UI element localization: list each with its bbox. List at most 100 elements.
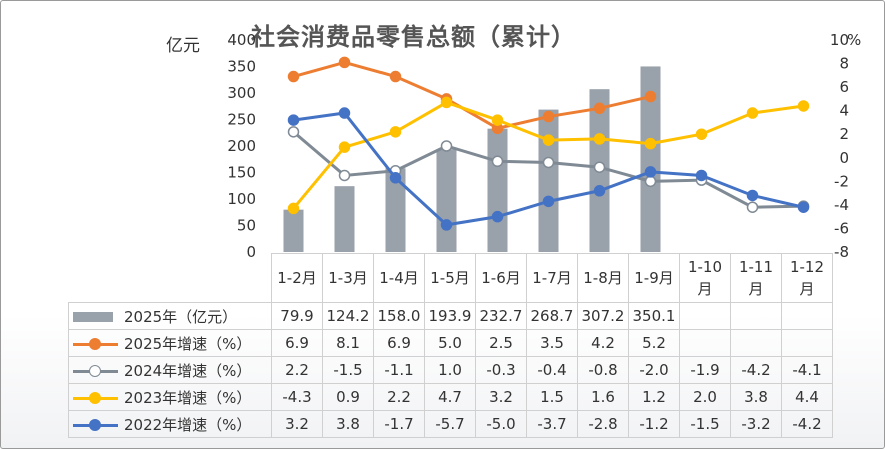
legend-label: 2023年增速（%）	[124, 388, 252, 407]
data-point	[593, 133, 606, 145]
data-label: -3.2	[730, 410, 782, 438]
data-label: 3.2	[475, 383, 527, 411]
right-tick-label: 6	[839, 78, 849, 96]
category-label: 1-8月	[577, 253, 629, 303]
data-label: 1.2	[628, 383, 680, 411]
data-label	[730, 302, 782, 330]
data-point	[287, 202, 300, 215]
data-point	[542, 156, 555, 169]
data-label: 4.2	[577, 329, 629, 357]
data-label: -2.0	[628, 356, 680, 384]
right-tick-label: -2	[834, 172, 849, 190]
data-label: 79.9	[271, 302, 323, 330]
legend-key-icon	[73, 364, 118, 378]
table-row: 2024年增速（%） 2.2 -1.5 -1.1 1.0 -0.3 -0.4 -0.8 -2.0…	[68, 356, 833, 384]
data-label: -1.5	[679, 410, 731, 438]
data-label: 1.0	[424, 356, 476, 384]
data-point	[491, 155, 504, 168]
data-label: 0.9	[322, 383, 374, 411]
data-point	[440, 140, 453, 152]
data-label: -0.4	[526, 356, 578, 384]
data-label: 1.6	[577, 383, 629, 411]
category-label: 1-5月	[424, 253, 476, 303]
category-label: 1-2月	[271, 253, 323, 303]
legend-key-icon	[73, 310, 118, 324]
table-header-row: 1-2月 1-3月 1-4月 1-5月 1-6月 1-7月 1-8月 1-9月 1-10 月 1-1…	[68, 253, 833, 303]
data-point	[542, 134, 555, 146]
data-point	[797, 100, 810, 112]
bar	[283, 209, 304, 252]
data-point	[440, 96, 453, 109]
data-label: -2.8	[577, 410, 629, 438]
legend-label: 2022年增速（%）	[124, 415, 252, 434]
data-label: 2.5	[475, 329, 527, 357]
data-point	[542, 110, 555, 123]
data-label: -0.3	[475, 356, 527, 384]
right-tick-label: 0	[839, 149, 849, 167]
bar	[385, 168, 406, 252]
data-point	[644, 175, 657, 188]
right-tick-label: -4	[834, 196, 849, 214]
data-point	[491, 114, 504, 126]
legend-entry: 2025年增速（%）	[68, 329, 272, 357]
left-tick-label: 150	[227, 164, 256, 182]
data-point	[644, 166, 657, 178]
data-point	[746, 107, 759, 119]
data-label: -1.1	[373, 356, 425, 384]
data-point	[287, 70, 300, 83]
data-point	[695, 169, 708, 182]
data-point	[338, 169, 351, 182]
legend-entry: 2022年增速（%）	[68, 410, 272, 438]
data-label: 124.2	[322, 302, 374, 330]
left-tick-label: 0	[246, 243, 256, 261]
chart-title: 社会消费品零售总额（累计）	[251, 23, 576, 51]
left-tick-label: 100	[227, 190, 256, 208]
data-point	[797, 201, 810, 213]
legend-entry: 2023年增速（%）	[68, 383, 272, 411]
header-blank	[68, 253, 272, 303]
data-label: -1.9	[679, 356, 731, 384]
table-row: 2025年（亿元） 79.9 124.2 158.0 193.9 232.7 268.7 30…	[68, 302, 833, 330]
table-row: 2022年增速（%） 3.2 3.8 -1.7 -5.7 -5.0 -3.7 -2.8 -1.2…	[68, 410, 833, 438]
bar	[436, 149, 457, 252]
data-point	[440, 219, 453, 231]
data-label: 8.1	[322, 329, 374, 357]
data-point	[542, 195, 555, 208]
bar	[538, 109, 559, 253]
left-tick-label: 350	[227, 58, 256, 76]
data-point	[695, 128, 708, 140]
category-label: 1-7月	[526, 253, 578, 303]
legend-key-icon	[73, 418, 118, 432]
data-label: -4.2	[730, 356, 782, 384]
data-label: 307.2	[577, 302, 629, 330]
left-tick-label: 50	[237, 217, 256, 235]
data-point	[338, 56, 351, 69]
data-label: 4.4	[781, 383, 833, 411]
table-row: 2023年增速（%） -4.3 0.9 2.2 4.7 3.2 1.5 1.6 1.2 2.0 3.…	[68, 383, 833, 411]
bar	[487, 128, 508, 252]
data-point	[746, 189, 759, 202]
data-label: 2.2	[271, 356, 323, 384]
legend-entry: 2024年增速（%）	[68, 356, 272, 384]
data-label	[679, 302, 731, 330]
data-point	[338, 107, 351, 119]
data-label: 3.8	[322, 410, 374, 438]
left-tick-label: 400	[227, 31, 256, 49]
category-label: 1-4月	[373, 253, 425, 303]
legend-key-icon	[73, 391, 118, 405]
data-label: 6.9	[271, 329, 323, 357]
data-point	[338, 141, 351, 153]
data-label: -1.2	[628, 410, 680, 438]
data-label: -3.7	[526, 410, 578, 438]
data-label: -5.0	[475, 410, 527, 438]
data-point	[287, 114, 300, 126]
right-tick-label: -6	[834, 219, 849, 237]
table-row: 2025年增速（%） 6.9 8.1 6.9 5.0 2.5 3.5 4.2 5.2	[68, 329, 833, 357]
data-label: -1.7	[373, 410, 425, 438]
category-label: 1-6月	[475, 253, 527, 303]
data-label	[730, 329, 782, 357]
category-label: 1-11 月	[730, 253, 782, 303]
data-label: -1.5	[322, 356, 374, 384]
right-tick-label: 4	[839, 102, 849, 120]
category-label: 1-10 月	[679, 253, 731, 303]
